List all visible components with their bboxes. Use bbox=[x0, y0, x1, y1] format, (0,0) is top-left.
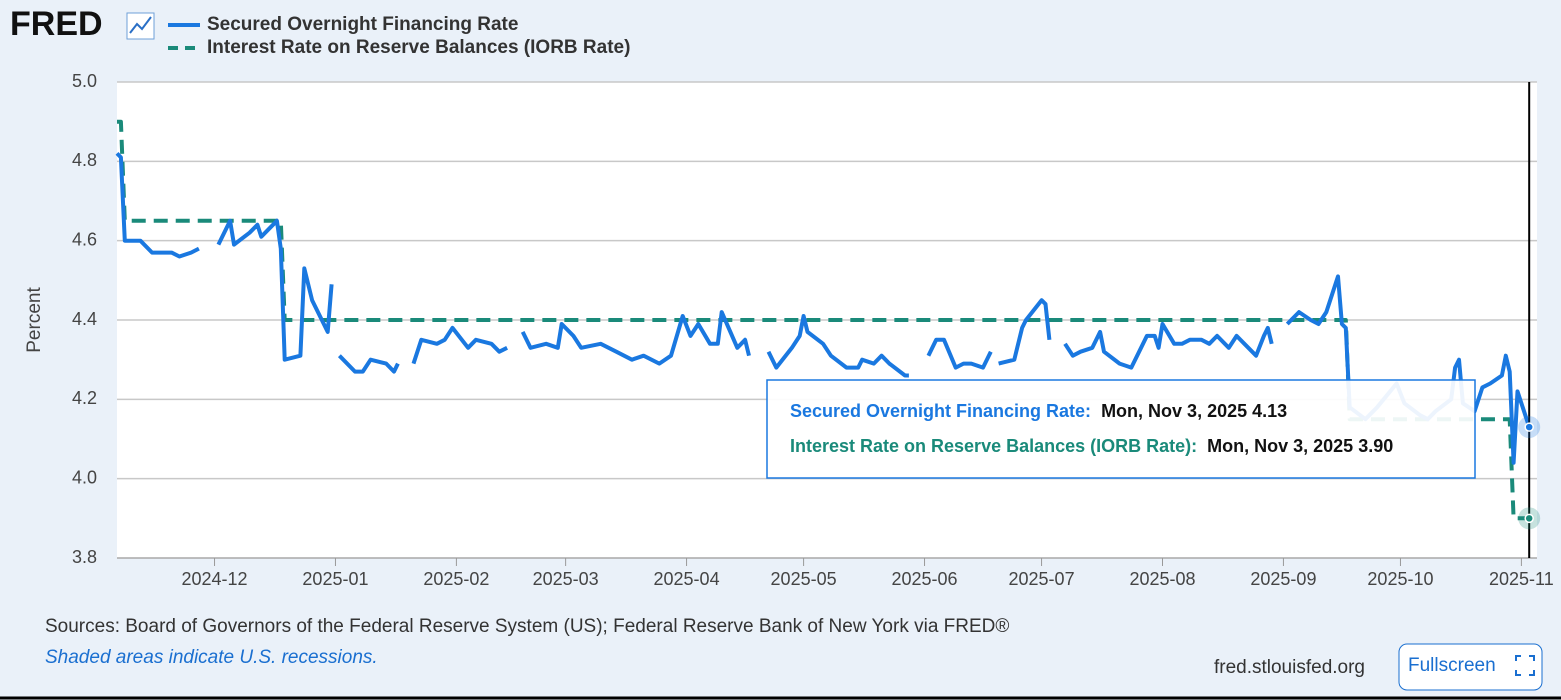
x-tick-label: 2025-06 bbox=[891, 569, 957, 589]
fullscreen-icon[interactable] bbox=[1515, 655, 1535, 676]
note: Shaded areas indicate U.S. recessions. bbox=[45, 647, 378, 668]
x-tick-label: 2025-10 bbox=[1367, 569, 1433, 589]
x-tick-label: 2025-03 bbox=[533, 569, 599, 589]
x-tick-label: 2025-11 bbox=[1489, 569, 1554, 589]
y-tick-label: 3.8 bbox=[72, 547, 97, 567]
y-tick-label: 4.6 bbox=[72, 229, 97, 249]
site: fred.stlouisfed.org bbox=[1214, 657, 1365, 678]
tooltip: Secured Overnight Financing Rate: Mon, No… bbox=[766, 379, 1476, 479]
y-tick-label: 4.8 bbox=[72, 150, 97, 170]
tooltip-label: Secured Overnight Financing Rate: bbox=[790, 401, 1091, 421]
logo-icon-line bbox=[129, 16, 152, 34]
x-tick-label: 2025-08 bbox=[1129, 569, 1195, 589]
x-tick-label: 2025-04 bbox=[654, 569, 720, 589]
legend-label: Interest Rate on Reserve Balances (IORB … bbox=[207, 37, 630, 58]
legend-label: Secured Overnight Financing Rate bbox=[207, 14, 518, 35]
hover-point bbox=[1524, 513, 1534, 524]
fullscreen-button[interactable] bbox=[1398, 643, 1543, 691]
tooltip-value: Mon, Nov 3, 2025 3.90 bbox=[1207, 436, 1393, 456]
y-axis-label: Percent bbox=[24, 287, 45, 353]
x-tick-label: 2025-02 bbox=[423, 569, 489, 589]
tooltip-value: Mon, Nov 3, 2025 4.13 bbox=[1101, 401, 1287, 421]
hover-point bbox=[1524, 422, 1534, 432]
logo: FRED bbox=[10, 5, 103, 43]
y-tick-label: 4.2 bbox=[72, 388, 97, 408]
y-tick-label: 5.0 bbox=[72, 71, 97, 91]
x-tick-label: 2025-07 bbox=[1009, 569, 1075, 589]
x-tick-label: 2025-01 bbox=[302, 569, 368, 589]
tooltip-box bbox=[766, 379, 1476, 479]
y-tick-label: 4.0 bbox=[72, 467, 97, 487]
x-tick-label: 2024-12 bbox=[181, 569, 247, 589]
x-tick-label: 2025-09 bbox=[1250, 569, 1316, 589]
y-tick-label: 4.4 bbox=[72, 309, 97, 329]
x-tick-label: 2025-05 bbox=[771, 569, 837, 589]
series-line bbox=[115, 152, 1532, 465]
tooltip-label: Interest Rate on Reserve Balances (IORB … bbox=[790, 436, 1197, 456]
fullscreen-label[interactable]: Fullscreen bbox=[1408, 655, 1496, 676]
source: Sources: Board of Governors of the Feder… bbox=[45, 616, 1009, 637]
